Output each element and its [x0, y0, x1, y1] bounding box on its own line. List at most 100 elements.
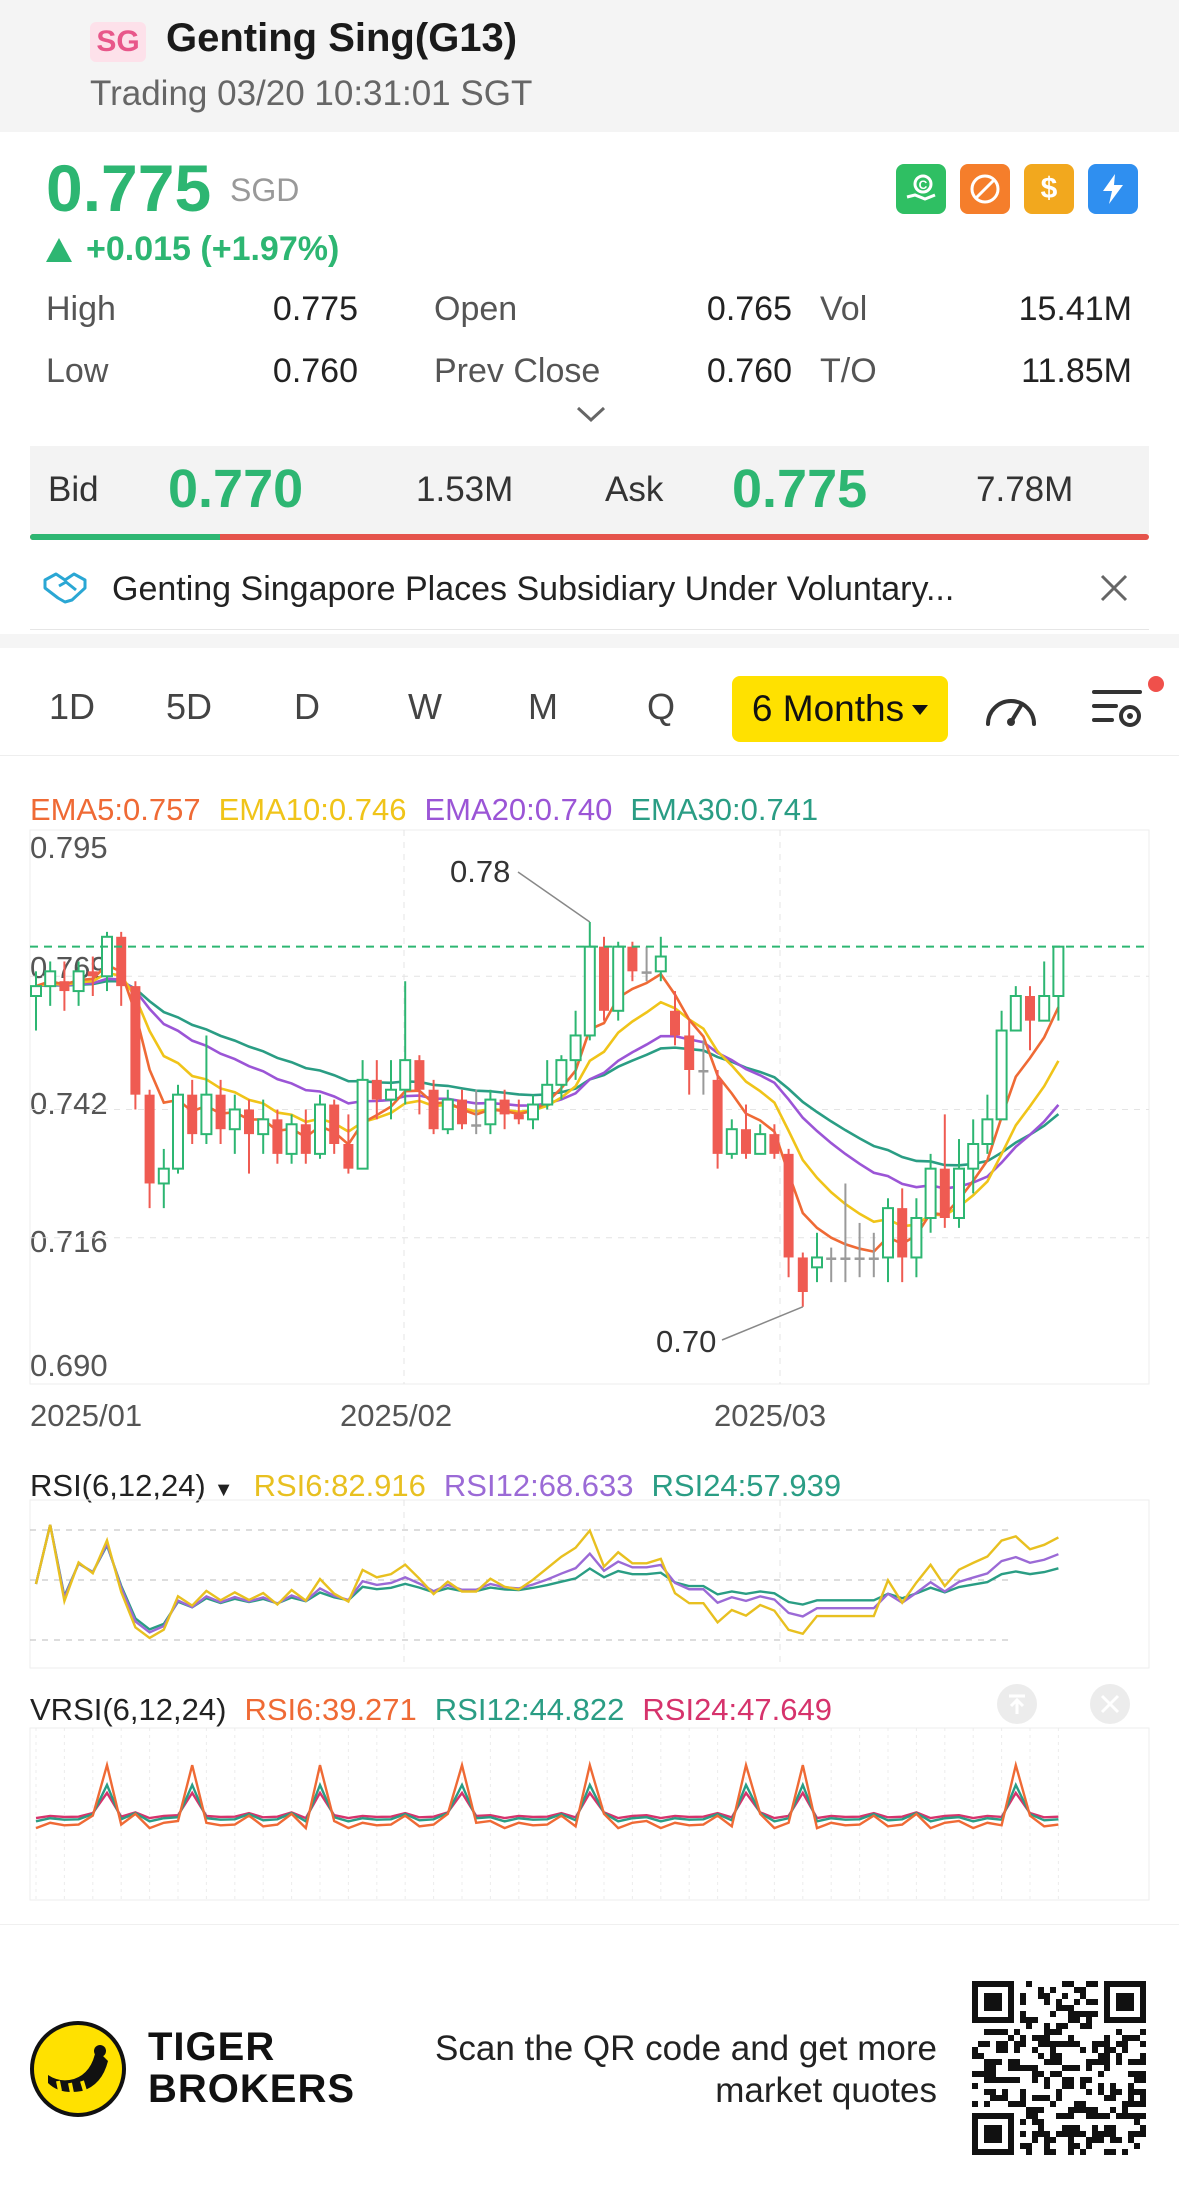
stock-chart[interactable]: 0.78 0.70 — [0, 0, 1179, 1920]
ema20-legend: EMA20:0.740 — [424, 792, 613, 827]
qr-module — [1140, 2089, 1146, 2095]
qr-module — [1068, 1981, 1074, 1987]
news-banner[interactable]: Genting Singapore Places Subsidiary Unde… — [30, 550, 1149, 630]
tab-1d[interactable]: 1D — [48, 686, 96, 727]
qr-module — [1050, 2071, 1056, 2077]
qr-module — [1080, 2131, 1086, 2137]
qr-module — [996, 2041, 1002, 2047]
qr-module — [996, 2029, 1002, 2035]
qr-module — [1128, 2137, 1134, 2143]
qr-module — [1050, 2053, 1056, 2059]
qr-module — [1056, 2095, 1062, 2101]
tab-day[interactable]: D — [294, 686, 320, 727]
currency-label: SGD — [230, 172, 300, 208]
qr-module — [1092, 2107, 1098, 2113]
qr-module — [1038, 2053, 1044, 2059]
indicator-settings-icon[interactable] — [1090, 684, 1148, 734]
qr-module — [1134, 2119, 1140, 2125]
tab-5d[interactable]: 5D — [165, 686, 213, 727]
hand-coin-icon[interactable]: C — [896, 164, 946, 214]
qr-module — [1068, 2011, 1074, 2017]
section-divider — [0, 634, 1179, 648]
qr-module — [1002, 2047, 1008, 2053]
candle-body — [172, 1093, 184, 1170]
qr-module — [1020, 1999, 1026, 2005]
candle-body — [244, 1109, 254, 1135]
qr-module — [1020, 2131, 1026, 2137]
qr-module — [1044, 2077, 1050, 2083]
tab-month[interactable]: M — [528, 686, 558, 727]
qr-module — [1014, 2041, 1020, 2047]
qr-module — [1008, 2077, 1014, 2083]
qr-module — [1062, 2005, 1068, 2011]
low-annotation: 0.70 — [656, 1324, 716, 1359]
quote-stats: High 0.775 Open 0.765 Vol 15.41M Low 0.7… — [46, 290, 1136, 414]
vrsi-title[interactable]: VRSI(6,12,24) — [30, 1692, 227, 1727]
qr-module — [1080, 2077, 1086, 2083]
tab-6-months[interactable]: 6 Months — [732, 676, 948, 742]
dollar-icon[interactable]: $ — [1024, 164, 1074, 214]
qr-module — [1032, 2071, 1038, 2077]
qr-module — [1044, 2083, 1050, 2089]
rsi-panel-frame — [29, 1499, 1150, 1669]
qr-module — [984, 2071, 990, 2077]
qr-module — [1020, 2041, 1026, 2047]
lightning-icon[interactable] — [1088, 164, 1138, 214]
qr-module — [1032, 2131, 1038, 2137]
qr-module — [972, 2047, 978, 2053]
candle-body — [371, 1079, 382, 1100]
qr-module — [1014, 2047, 1020, 2053]
price-change: +0.015 (+1.97%) — [46, 230, 339, 269]
qr-module — [1086, 2113, 1092, 2119]
qr-module — [984, 2041, 990, 2047]
qr-module — [1074, 2041, 1080, 2047]
qr-module — [1086, 2143, 1092, 2149]
qr-module — [1050, 2149, 1056, 2155]
qr-module — [1140, 2029, 1146, 2035]
qr-module — [1044, 2023, 1050, 2029]
qr-module — [1050, 2047, 1056, 2053]
stat-value: 0.760 — [706, 352, 792, 390]
qr-module — [1128, 2131, 1134, 2137]
qr-module — [1038, 2041, 1044, 2047]
qr-module — [1044, 2029, 1050, 2035]
bid-size: 1.53M — [416, 470, 514, 509]
bid-label: Bid — [48, 470, 99, 509]
candle-body — [1009, 995, 1022, 1032]
rsi12-line — [34, 1524, 1059, 1634]
no-leverage-icon[interactable] — [960, 164, 1010, 214]
qr-module — [1068, 2137, 1074, 2143]
qr-module — [1092, 1999, 1098, 2005]
candle-body — [854, 1257, 865, 1260]
qr-module — [1020, 1993, 1026, 1999]
qr-module — [1068, 2143, 1074, 2149]
news-headline[interactable]: Genting Singapore Places Subsidiary Unde… — [112, 570, 955, 608]
chevron-down-icon[interactable] — [574, 402, 608, 426]
qr-finder-center — [1116, 1993, 1134, 2011]
qr-module — [1098, 2137, 1104, 2143]
qr-module — [1092, 2125, 1098, 2131]
candle-body — [414, 1060, 425, 1090]
tab-quarter[interactable]: Q — [646, 686, 675, 727]
qr-module — [1038, 2095, 1044, 2101]
candle-body — [144, 1094, 155, 1184]
qr-finder-center — [984, 2125, 1002, 2143]
qr-module — [972, 2071, 978, 2077]
tab-week[interactable]: W — [408, 686, 442, 727]
qr-module — [1128, 2059, 1134, 2065]
qr-module — [1068, 2035, 1074, 2041]
close-icon[interactable] — [1096, 570, 1132, 606]
rsi-title[interactable]: RSI(6,12,24) — [30, 1468, 206, 1503]
qr-module — [1086, 2107, 1092, 2113]
qr-module — [1050, 2101, 1056, 2107]
qr-module — [1044, 2035, 1050, 2041]
qr-module — [1140, 2059, 1146, 2065]
qr-module — [1134, 2131, 1140, 2137]
svg-text:C: C — [919, 178, 928, 192]
qr-module — [1104, 2113, 1110, 2119]
gauge-icon[interactable] — [982, 684, 1040, 734]
qr-module — [1128, 2095, 1134, 2101]
caret-down-icon[interactable]: ▼ — [213, 1479, 234, 1501]
vrsi24-legend: RSI24:47.649 — [642, 1692, 832, 1727]
qr-module — [1062, 2125, 1068, 2131]
